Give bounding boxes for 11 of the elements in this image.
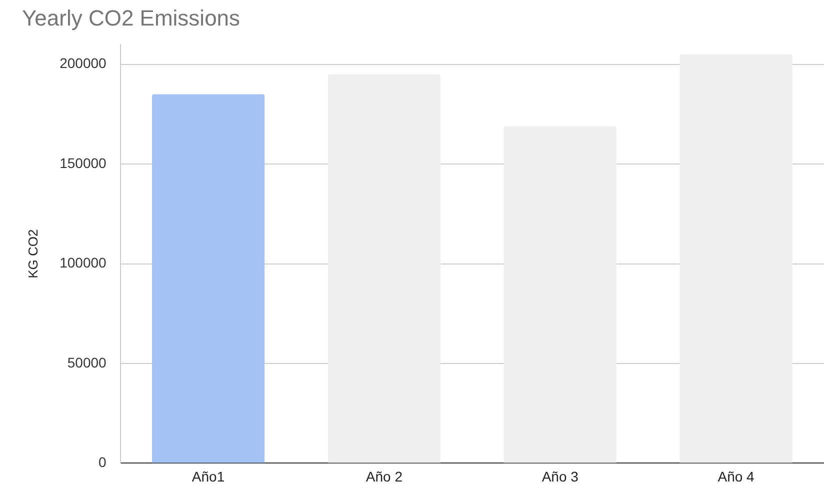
x-tick-label: Año1 — [192, 468, 225, 484]
x-tick-label: Año 4 — [718, 468, 755, 484]
chart-title: Yearly CO2 Emissions — [22, 5, 240, 30]
y-tick-label: 150000 — [60, 154, 107, 171]
y-tick-label: 50000 — [67, 354, 107, 370]
x-tick-label: Año 3 — [542, 468, 579, 484]
y-axis-title: KG CO2 — [25, 229, 40, 278]
x-tick-label: Año 2 — [366, 468, 403, 484]
y-tick-label: 200000 — [60, 55, 107, 72]
y-tick-label: 0 — [98, 454, 107, 470]
y-tick-label: 100000 — [60, 254, 107, 271]
